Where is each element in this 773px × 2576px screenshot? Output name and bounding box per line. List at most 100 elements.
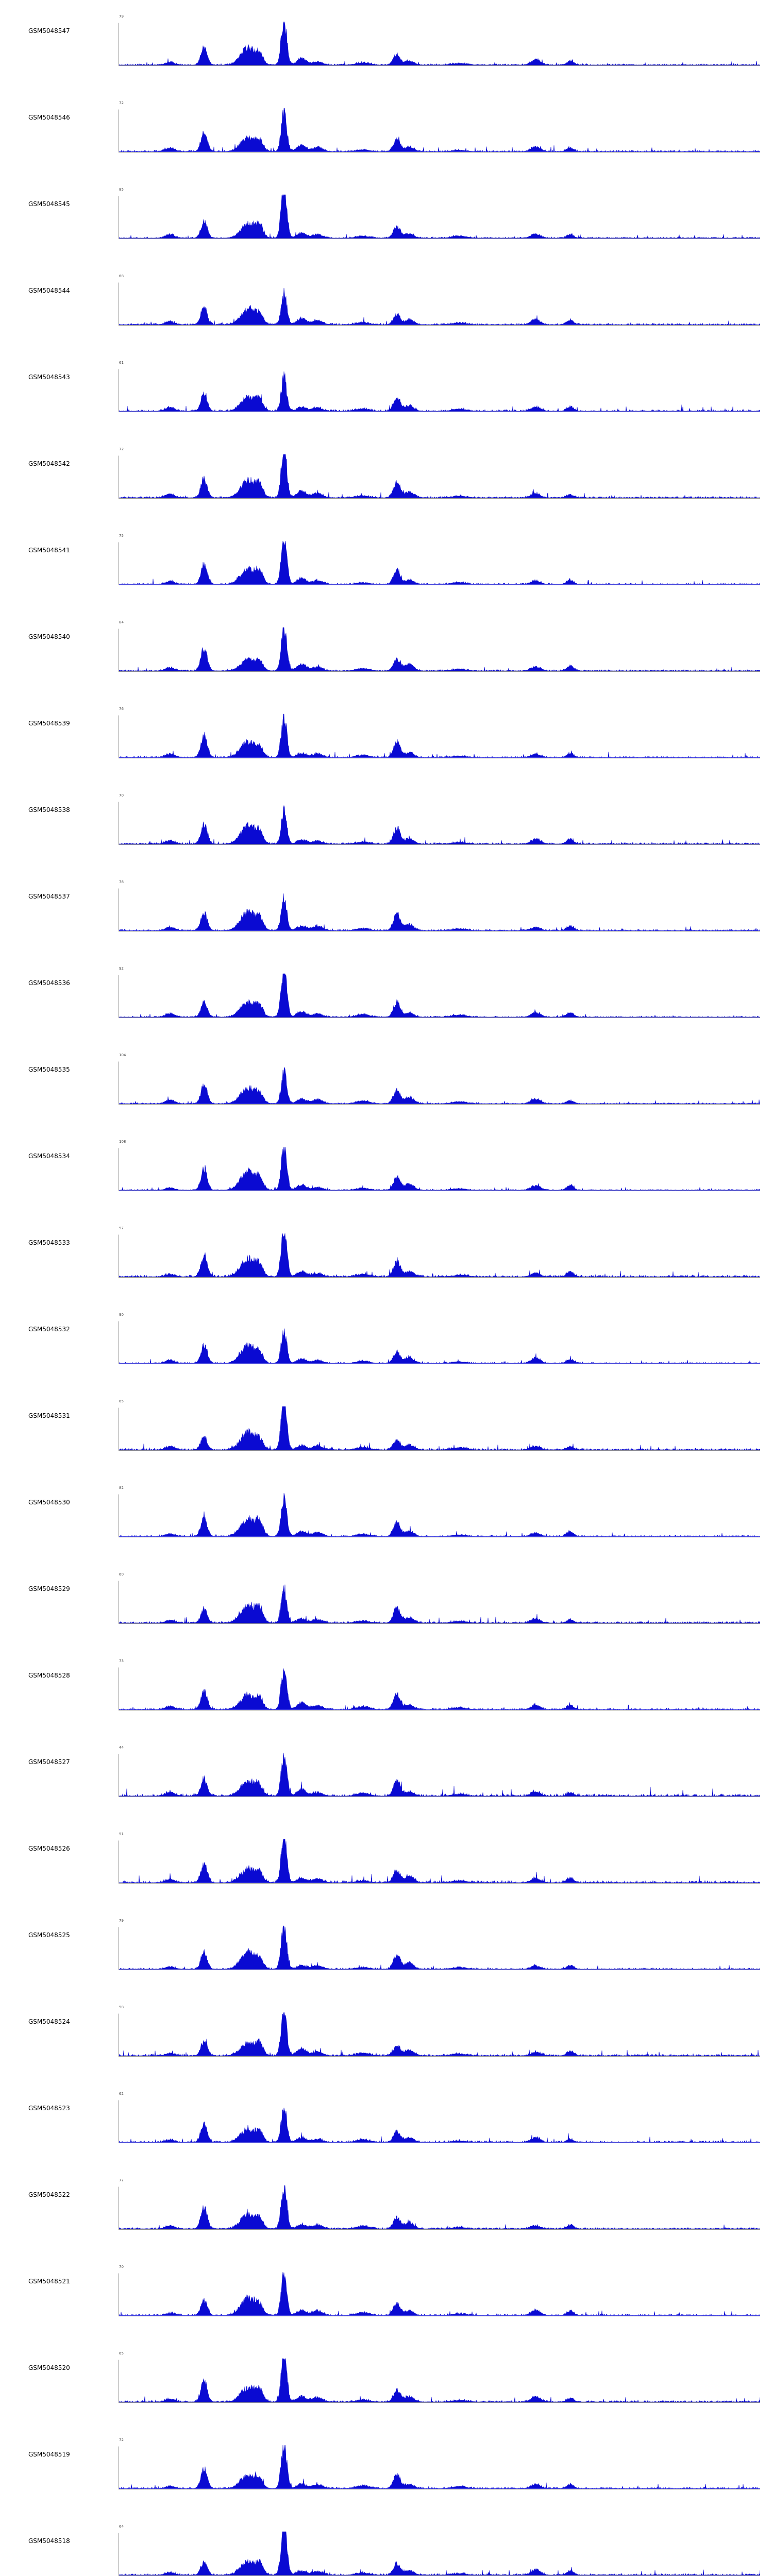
signal-area xyxy=(119,1066,760,1104)
signal-area xyxy=(119,1406,760,1450)
track-ymax-value: 108 xyxy=(119,1140,126,1144)
track-label: GSM5048533 xyxy=(28,1239,70,1246)
track-ymax-value: 82 xyxy=(119,1486,124,1490)
track-label: GSM5048547 xyxy=(28,27,70,35)
track-ymax-value: 77 xyxy=(119,2178,124,2182)
track-signal-plot xyxy=(119,2531,760,2576)
track-label: GSM5048522 xyxy=(28,2191,70,2198)
track-row: GSM5048540 84 xyxy=(0,620,773,707)
track-label: GSM5048521 xyxy=(28,2278,70,2285)
signal-area xyxy=(119,2272,760,2316)
track-ymax-value: 85 xyxy=(119,188,124,192)
track-label: GSM5048538 xyxy=(28,806,70,814)
track-label: GSM5048537 xyxy=(28,893,70,900)
signal-area xyxy=(119,1493,760,1537)
track-row: GSM5048527 44 xyxy=(0,1745,773,1832)
track-row: GSM5048533 57 xyxy=(0,1226,773,1313)
track-label: GSM5048534 xyxy=(28,1153,70,1160)
track-signal-plot xyxy=(119,2185,760,2230)
track-row: GSM5048518 64 xyxy=(0,2524,773,2576)
track-row: GSM5048543 61 xyxy=(0,361,773,447)
signal-area xyxy=(119,194,760,239)
track-ymax-value: 51 xyxy=(119,1832,124,1836)
signal-area xyxy=(119,893,760,931)
signal-area xyxy=(119,2358,760,2402)
track-label: GSM5048545 xyxy=(28,200,70,208)
track-row: GSM5048524 58 xyxy=(0,2005,773,2092)
track-row: GSM5048520 65 xyxy=(0,2351,773,2438)
track-signal-plot xyxy=(119,540,760,585)
track-label: GSM5048526 xyxy=(28,1845,70,1852)
track-row: GSM5048547 79 xyxy=(0,14,773,101)
track-ymax-value: 57 xyxy=(119,1226,124,1230)
track-row: GSM5048536 92 xyxy=(0,967,773,1053)
signal-area xyxy=(119,1584,760,1624)
track-row: GSM5048525 79 xyxy=(0,1919,773,2005)
track-label: GSM5048543 xyxy=(28,374,70,381)
track-ymax-value: 73 xyxy=(119,1659,124,1663)
track-row: GSM5048528 73 xyxy=(0,1659,773,1745)
signal-area xyxy=(119,627,760,671)
track-row: GSM5048539 76 xyxy=(0,707,773,793)
track-row: GSM5048537 78 xyxy=(0,880,773,967)
track-signal-plot xyxy=(119,1061,760,1105)
signal-area xyxy=(119,1233,760,1278)
track-ymax-value: 78 xyxy=(119,880,124,884)
track-ymax-value: 92 xyxy=(119,967,124,971)
signal-area xyxy=(119,1668,760,1710)
track-row: GSM5048529 60 xyxy=(0,1572,773,1659)
track-signal-plot xyxy=(119,108,760,152)
signal-area xyxy=(119,1752,760,1797)
track-label: GSM5048529 xyxy=(28,1585,70,1592)
track-ymax-value: 72 xyxy=(119,101,124,105)
track-row: GSM5048542 72 xyxy=(0,447,773,534)
signal-area xyxy=(119,714,760,758)
track-ymax-value: 58 xyxy=(119,2005,124,2009)
signal-area xyxy=(119,2012,760,2057)
track-ymax-value: 75 xyxy=(119,534,124,538)
track-ymax-value: 61 xyxy=(119,361,124,365)
track-label: GSM5048544 xyxy=(28,287,70,294)
track-signal-plot xyxy=(119,1406,760,1451)
track-signal-plot xyxy=(119,369,760,412)
signal-area xyxy=(119,108,760,152)
signal-area xyxy=(119,1839,760,1884)
track-row: GSM5048538 70 xyxy=(0,793,773,880)
track-signal-plot xyxy=(119,21,760,66)
track-ymax-value: 70 xyxy=(119,793,124,798)
track-label: GSM5048532 xyxy=(28,1326,70,1333)
tracks-panel: GSM5048547 79 GSM5048546 72 GSM5048545 85 GSM5… xyxy=(0,14,773,2576)
track-ymax-value: 44 xyxy=(119,1745,124,1750)
track-signal-plot xyxy=(119,1752,760,1797)
track-row: GSM5048523 62 xyxy=(0,2092,773,2178)
track-signal-plot xyxy=(119,1146,760,1191)
track-label: GSM5048546 xyxy=(28,114,70,121)
track-signal-plot xyxy=(119,282,760,326)
track-row: GSM5048522 77 xyxy=(0,2178,773,2265)
track-label: GSM5048528 xyxy=(28,1672,70,1679)
track-signal-plot xyxy=(119,1581,760,1624)
track-label: GSM5048518 xyxy=(28,2537,70,2545)
track-signal-plot xyxy=(119,1493,760,1537)
signal-area xyxy=(119,287,760,326)
track-signal-plot xyxy=(119,1839,760,1884)
track-row: GSM5048530 82 xyxy=(0,1486,773,1572)
track-label: GSM5048531 xyxy=(28,1412,70,1419)
track-label: GSM5048530 xyxy=(28,1499,70,1506)
track-row: GSM5048519 72 xyxy=(0,2438,773,2524)
track-label: GSM5048536 xyxy=(28,979,70,987)
track-signal-plot xyxy=(119,2100,760,2143)
signal-area xyxy=(119,21,760,66)
signal-area xyxy=(119,805,760,845)
track-label: GSM5048523 xyxy=(28,2105,70,2112)
signal-area xyxy=(119,1328,760,1364)
track-row: GSM5048526 51 xyxy=(0,1832,773,1919)
track-ymax-value: 76 xyxy=(119,707,124,711)
track-row: GSM5048532 90 xyxy=(0,1313,773,1399)
track-ymax-value: 72 xyxy=(119,2438,124,2442)
track-signal-plot xyxy=(119,2272,760,2316)
track-ymax-value: 60 xyxy=(119,1572,124,1577)
track-ymax-value: 65 xyxy=(119,2351,124,2355)
signal-area xyxy=(119,2107,760,2143)
track-ymax-value: 65 xyxy=(119,1399,124,1403)
